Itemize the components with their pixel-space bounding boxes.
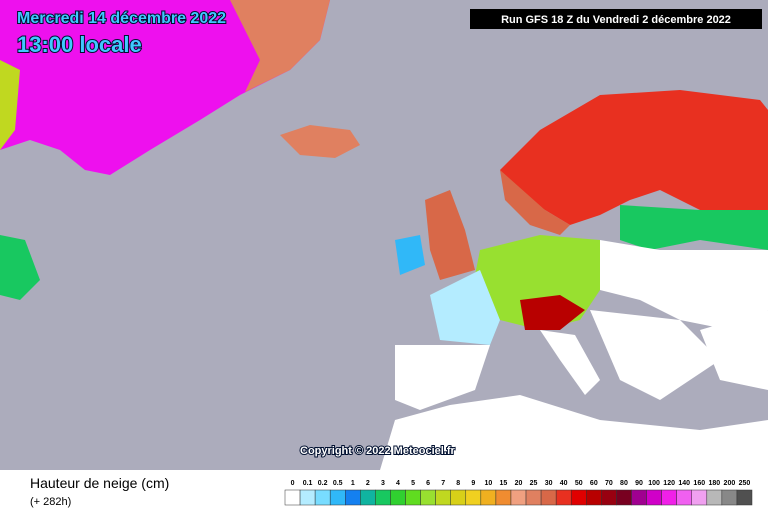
legend-swatch (676, 489, 692, 506)
legend-swatch (465, 489, 482, 506)
legend-label: 0.5 (333, 480, 343, 487)
legend-swatch (450, 489, 467, 506)
greenland-west (0, 60, 20, 150)
legend-label: 80 (620, 480, 628, 487)
legend-label: 8 (456, 480, 460, 487)
legend-label: 2 (366, 480, 370, 487)
france (430, 270, 500, 345)
legend-swatch (345, 489, 361, 506)
legend-swatch (284, 489, 301, 506)
greenland-coast (230, 0, 330, 92)
legend-label: 1 (351, 480, 355, 487)
legend-swatch (601, 489, 617, 506)
legend-swatch (706, 489, 723, 506)
legend-swatch (420, 489, 436, 506)
legend-label: 160 (693, 480, 705, 487)
east-europe (600, 240, 768, 330)
alps (520, 295, 585, 330)
legend-swatch (540, 489, 557, 506)
balkans (590, 310, 720, 400)
italy (540, 330, 600, 395)
legend-label: 9 (471, 480, 475, 487)
legend-label: 40 (560, 480, 568, 487)
legend-label: 3 (381, 480, 385, 487)
legend-swatch (555, 489, 572, 506)
norway-south (500, 170, 570, 235)
legend-swatch (405, 489, 421, 506)
map-time: 13:00 locale (17, 32, 142, 57)
legend-label: 4 (396, 480, 400, 487)
copyright: Copyright © 2022 Meteociel.fr (300, 445, 456, 457)
legend-swatch (736, 489, 753, 506)
north-africa (380, 395, 768, 470)
legend-swatch (360, 489, 376, 506)
map-date: Mercredi 14 décembre 2022 (17, 10, 226, 27)
legend-swatch (586, 489, 602, 506)
legend-swatch (495, 489, 512, 506)
legend-swatch (390, 489, 406, 506)
iceland (280, 125, 360, 158)
legend-label: 0 (291, 480, 295, 487)
legend-label: 0.2 (318, 480, 328, 487)
legend-label: 30 (545, 480, 553, 487)
iberia (395, 345, 490, 410)
legend-swatch (480, 489, 497, 506)
legend-subtitle: (+ 282h) (30, 496, 71, 508)
legend-swatch (375, 489, 391, 506)
legend-swatch (570, 489, 587, 506)
legend-swatch (691, 489, 708, 506)
legend-label: 250 (739, 480, 751, 487)
legend-label: 50 (575, 480, 583, 487)
legend-title: Hauteur de neige (cm) (30, 475, 169, 491)
run-box (470, 9, 762, 29)
run-info: Run GFS 18 Z du Vendredi 2 décembre 2022 (501, 14, 731, 26)
legend-label: 120 (663, 480, 675, 487)
legend-label: 0.1 (303, 480, 313, 487)
legend-label: 60 (590, 480, 598, 487)
legend-label: 25 (530, 480, 538, 487)
legend-swatch (661, 489, 677, 506)
legend-label: 15 (500, 480, 508, 487)
legend-swatch (510, 489, 527, 506)
legend-swatch (721, 489, 738, 506)
legend-swatch (646, 489, 662, 506)
legend-label: 140 (678, 480, 690, 487)
legend-label: 10 (484, 480, 492, 487)
canada (0, 235, 40, 300)
legend-label: 70 (605, 480, 613, 487)
legend-swatch (435, 489, 451, 506)
legend-label: 200 (724, 480, 736, 487)
legend-swatch (329, 489, 346, 506)
legend-label: 5 (411, 480, 415, 487)
greenland (0, 0, 330, 175)
colorbar: 0 0.1 0.2 0.5 1 2 3 4 5 6 7 8 9 10 15 20 25 30 40 50 60 70 80 9… (284, 480, 753, 506)
ireland (395, 235, 425, 275)
russia-west (620, 205, 768, 250)
legend-swatch (616, 489, 632, 506)
legend-label: 6 (426, 480, 430, 487)
legend-label: 20 (515, 480, 523, 487)
legend-swatch (314, 489, 331, 506)
legend-label: 100 (648, 480, 660, 487)
legend-label: 90 (635, 480, 643, 487)
legend-swatch (525, 489, 542, 506)
legend-label: 7 (441, 480, 445, 487)
scandinavia (500, 90, 768, 225)
legend-swatch (299, 489, 316, 506)
legend-swatch (631, 489, 647, 506)
great-britain (425, 190, 475, 280)
turkey (700, 310, 768, 390)
legend-label: 180 (708, 480, 720, 487)
